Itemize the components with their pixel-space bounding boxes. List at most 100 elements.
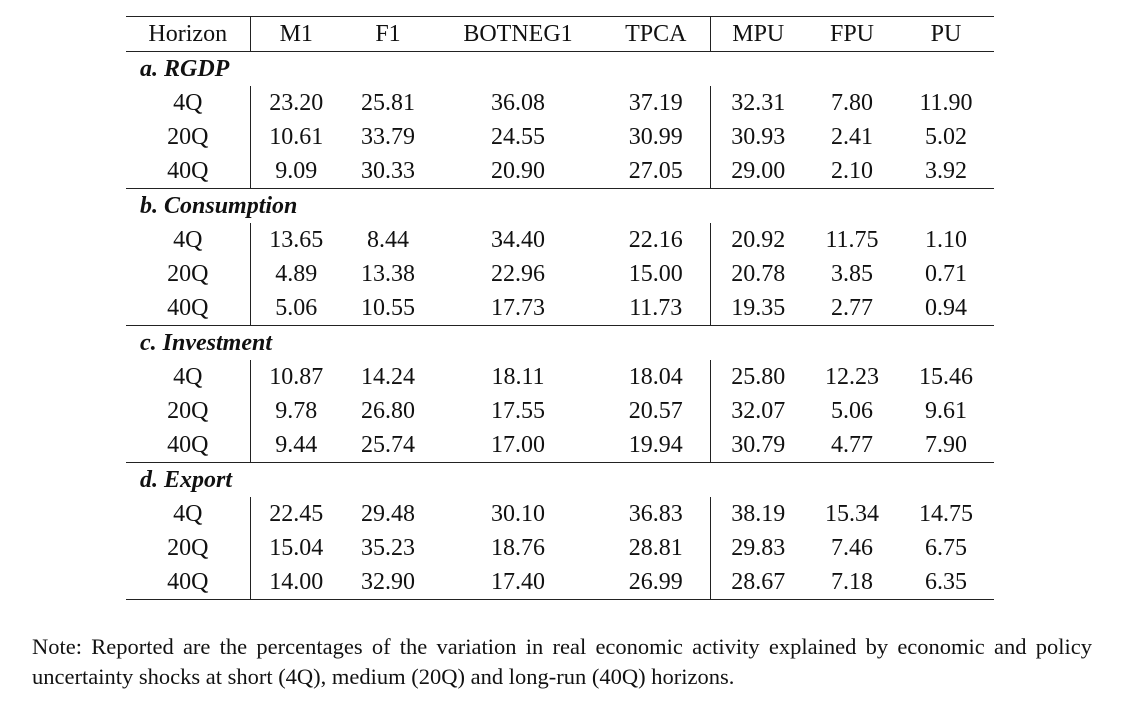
- horizon-cell: 40Q: [167, 158, 209, 184]
- value-cell-mpu: 32.31: [709, 86, 806, 120]
- value-cell-pu: 7.90: [925, 432, 967, 458]
- value-cell-f1: 33.79: [361, 124, 415, 150]
- value-cell-tpca: 26.99: [628, 569, 683, 595]
- value-cell-pu: 6.75: [925, 535, 967, 561]
- value-cell-fpu: 2.10: [831, 158, 873, 184]
- value-cell-tpca: 37.19: [628, 90, 683, 116]
- value-cell-botneg1: 17.00: [491, 432, 545, 458]
- table-row: 40Q 9.09 30.33 20.90 27.05 29.00 2.10 3.92: [126, 154, 994, 189]
- value-cell-fpu: 12.23: [825, 364, 879, 390]
- value-cell-m1: 9.44: [249, 428, 342, 463]
- horizon-cell: 20Q: [167, 398, 209, 424]
- value-cell-mpu: 30.93: [709, 120, 806, 154]
- value-cell-f1: 10.55: [361, 295, 415, 321]
- value-cell-pu: 14.75: [919, 501, 973, 527]
- column-header-fpu: FPU: [829, 21, 875, 47]
- value-cell-f1: 29.48: [361, 501, 415, 527]
- value-cell-botneg1: 22.96: [491, 261, 545, 287]
- section-title: d. Export: [140, 467, 233, 493]
- value-cell-mpu: 32.07: [709, 394, 806, 428]
- value-cell-m1: 9.09: [249, 154, 342, 189]
- column-header-m1: M1: [249, 16, 342, 52]
- value-cell-tpca: 20.57: [628, 398, 683, 424]
- section-header-row: a. RGDP: [126, 52, 994, 87]
- horizon-cell: 4Q: [173, 501, 203, 527]
- table-row: 4Q 10.87 14.24 18.11 18.04 25.80 12.23 15.46: [126, 360, 994, 394]
- value-cell-botneg1: 36.08: [491, 90, 545, 116]
- variance-decomposition-table: Horizon M1 F1 BOTNEG1 TPCA MPU FPU PU a. RGDP 4Q…: [126, 16, 994, 600]
- value-cell-mpu: 20.78: [709, 257, 806, 291]
- value-cell-tpca: 27.05: [628, 158, 683, 184]
- table-row: 4Q 22.45 29.48 30.10 36.83 38.19 15.34 14.75: [126, 497, 994, 531]
- table-body: a. RGDP 4Q 23.20 25.81 36.08 37.19 32.31 7.80 11…: [126, 52, 994, 600]
- value-cell-fpu: 7.46: [831, 535, 873, 561]
- value-cell-mpu: 38.19: [709, 497, 806, 531]
- value-cell-fpu: 4.77: [831, 432, 873, 458]
- value-cell-botneg1: 17.55: [491, 398, 545, 424]
- value-cell-m1: 13.65: [249, 223, 342, 257]
- value-cell-pu: 6.35: [925, 569, 967, 595]
- column-header-mpu: MPU: [709, 16, 806, 52]
- column-header-horizon: Horizon: [148, 21, 228, 47]
- value-cell-f1: 32.90: [361, 569, 415, 595]
- value-cell-fpu: 7.18: [831, 569, 873, 595]
- value-cell-m1: 10.87: [249, 360, 342, 394]
- value-cell-botneg1: 18.76: [491, 535, 545, 561]
- table-row: 40Q 5.06 10.55 17.73 11.73 19.35 2.77 0.94: [126, 291, 994, 326]
- value-cell-f1: 13.38: [361, 261, 415, 287]
- column-header-f1: F1: [375, 21, 401, 47]
- value-cell-tpca: 28.81: [628, 535, 683, 561]
- value-cell-m1: 5.06: [249, 291, 342, 326]
- value-cell-tpca: 36.83: [628, 501, 683, 527]
- value-cell-mpu: 19.35: [709, 291, 806, 326]
- value-cell-f1: 14.24: [361, 364, 415, 390]
- value-cell-mpu: 20.92: [709, 223, 806, 257]
- section-title: c. Investment: [140, 330, 272, 356]
- table-row: 20Q 9.78 26.80 17.55 20.57 32.07 5.06 9.61: [126, 394, 994, 428]
- value-cell-botneg1: 17.73: [491, 295, 545, 321]
- value-cell-tpca: 30.99: [628, 124, 683, 150]
- value-cell-fpu: 7.80: [831, 90, 873, 116]
- value-cell-m1: 10.61: [249, 120, 342, 154]
- horizon-cell: 40Q: [167, 432, 209, 458]
- horizon-cell: 20Q: [167, 535, 209, 561]
- table-row: 4Q 23.20 25.81 36.08 37.19 32.31 7.80 11.90: [126, 86, 994, 120]
- section-title: a. RGDP: [140, 56, 230, 82]
- horizon-cell: 20Q: [167, 261, 209, 287]
- value-cell-pu: 1.10: [925, 227, 967, 253]
- horizon-cell: 40Q: [167, 569, 209, 595]
- column-header-tpca: TPCA: [625, 21, 687, 47]
- table-header-row: Horizon M1 F1 BOTNEG1 TPCA MPU FPU PU: [126, 16, 994, 52]
- horizon-cell: 40Q: [167, 295, 209, 321]
- section-title: b. Consumption: [140, 193, 298, 219]
- table-row: 4Q 13.65 8.44 34.40 22.16 20.92 11.75 1.10: [126, 223, 994, 257]
- value-cell-tpca: 22.16: [628, 227, 683, 253]
- horizon-cell: 4Q: [173, 227, 203, 253]
- table-row: 20Q 15.04 35.23 18.76 28.81 29.83 7.46 6.75: [126, 531, 994, 565]
- value-cell-botneg1: 17.40: [491, 569, 545, 595]
- table-row: 40Q 9.44 25.74 17.00 19.94 30.79 4.77 7.90: [126, 428, 994, 463]
- value-cell-mpu: 29.00: [709, 154, 806, 189]
- value-cell-mpu: 30.79: [709, 428, 806, 463]
- value-cell-botneg1: 30.10: [491, 501, 545, 527]
- value-cell-f1: 8.44: [367, 227, 409, 253]
- horizon-cell: 20Q: [167, 124, 209, 150]
- value-cell-pu: 0.94: [925, 295, 967, 321]
- value-cell-pu: 5.02: [925, 124, 967, 150]
- value-cell-fpu: 2.77: [831, 295, 873, 321]
- value-cell-m1: 9.78: [249, 394, 342, 428]
- value-cell-botneg1: 20.90: [491, 158, 545, 184]
- value-cell-fpu: 11.75: [825, 227, 879, 253]
- value-cell-mpu: 25.80: [709, 360, 806, 394]
- value-cell-m1: 14.00: [249, 565, 342, 600]
- value-cell-f1: 25.74: [361, 432, 415, 458]
- value-cell-pu: 11.90: [919, 90, 973, 116]
- column-header-botneg1: BOTNEG1: [463, 21, 573, 47]
- table-row: 20Q 10.61 33.79 24.55 30.99 30.93 2.41 5.02: [126, 120, 994, 154]
- value-cell-fpu: 5.06: [831, 398, 873, 424]
- value-cell-fpu: 2.41: [831, 124, 873, 150]
- value-cell-f1: 26.80: [361, 398, 415, 424]
- value-cell-m1: 22.45: [249, 497, 342, 531]
- value-cell-botneg1: 34.40: [491, 227, 545, 253]
- value-cell-pu: 0.71: [925, 261, 967, 287]
